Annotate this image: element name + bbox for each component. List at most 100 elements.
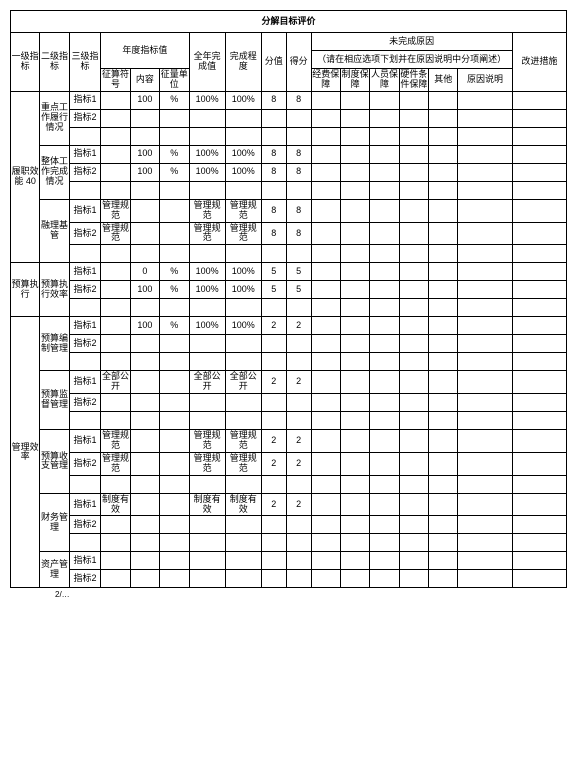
cell-b xyxy=(130,475,159,493)
cell-g: 5 xyxy=(286,263,311,281)
reason-cell xyxy=(370,245,399,263)
cell-g: 5 xyxy=(286,281,311,299)
cell-c xyxy=(160,109,189,127)
improve-cell xyxy=(512,199,566,222)
reason-cell xyxy=(370,570,399,588)
cell-b: 100 xyxy=(130,145,159,163)
reason-cell xyxy=(399,222,428,245)
reason-cell xyxy=(429,394,458,412)
reason-cell xyxy=(340,475,369,493)
cell-g xyxy=(286,109,311,127)
reason-cell xyxy=(399,570,428,588)
hdr-improve: 改进措施 xyxy=(512,33,566,92)
reason-cell xyxy=(340,452,369,475)
reason-cell xyxy=(399,475,428,493)
cell-c xyxy=(160,552,189,570)
reason-cell xyxy=(311,516,340,534)
cell-g xyxy=(286,394,311,412)
cell-g: 8 xyxy=(286,145,311,163)
reason-cell xyxy=(340,371,369,394)
cell-c xyxy=(160,516,189,534)
reason-cell xyxy=(370,394,399,412)
l3-cell xyxy=(69,245,101,263)
cell-d: 100% xyxy=(189,263,225,281)
reason-cell xyxy=(429,452,458,475)
reason-cell xyxy=(370,534,399,552)
cell-d xyxy=(189,353,225,371)
reason-cell xyxy=(458,109,512,127)
reason-cell xyxy=(399,299,428,317)
cell-b xyxy=(130,353,159,371)
cell-f xyxy=(261,516,286,534)
cell-c: % xyxy=(160,263,189,281)
cell-g: 8 xyxy=(286,91,311,109)
reason-cell xyxy=(311,127,340,145)
l3-cell xyxy=(69,299,101,317)
hdr-r-b: 制度保障 xyxy=(340,69,369,92)
cell-f xyxy=(261,181,286,199)
reason-cell xyxy=(311,353,340,371)
reason-cell xyxy=(340,430,369,453)
cell-g xyxy=(286,245,311,263)
l1-cell: 管理效率 xyxy=(11,317,40,588)
cell-b xyxy=(130,493,159,516)
cell-f xyxy=(261,475,286,493)
cell-e: 100% xyxy=(225,163,261,181)
improve-cell xyxy=(512,91,566,109)
cell-c xyxy=(160,493,189,516)
cell-e: 全部公开 xyxy=(225,371,261,394)
cell-d xyxy=(189,335,225,353)
reason-cell xyxy=(370,317,399,335)
cell-c xyxy=(160,452,189,475)
reason-cell xyxy=(458,335,512,353)
cell-d: 管理规范 xyxy=(189,222,225,245)
l3-cell xyxy=(69,534,101,552)
reason-cell xyxy=(458,281,512,299)
cell-d: 100% xyxy=(189,281,225,299)
improve-cell xyxy=(512,552,566,570)
cell-a xyxy=(101,475,130,493)
reason-cell xyxy=(311,475,340,493)
reason-cell xyxy=(340,552,369,570)
reason-cell xyxy=(340,163,369,181)
cell-b xyxy=(130,570,159,588)
cell-f xyxy=(261,570,286,588)
reason-cell xyxy=(429,245,458,263)
reason-cell xyxy=(458,552,512,570)
reason-cell xyxy=(311,552,340,570)
hdr-r-a: 经费保障 xyxy=(311,69,340,92)
cell-a xyxy=(101,245,130,263)
cell-a xyxy=(101,570,130,588)
reason-cell xyxy=(311,222,340,245)
improve-cell xyxy=(512,317,566,335)
cell-f: 8 xyxy=(261,222,286,245)
reason-cell xyxy=(429,181,458,199)
reason-cell xyxy=(340,263,369,281)
cell-c: % xyxy=(160,91,189,109)
cell-c: % xyxy=(160,163,189,181)
cell-a xyxy=(101,91,130,109)
reason-cell xyxy=(370,371,399,394)
cell-f xyxy=(261,127,286,145)
hdr-annual-complete: 全年完成值 xyxy=(189,33,225,92)
l3-cell xyxy=(69,412,101,430)
cell-e: 100% xyxy=(225,263,261,281)
cell-e xyxy=(225,245,261,263)
reason-cell xyxy=(399,493,428,516)
cell-a: 管理规范 xyxy=(101,199,130,222)
cell-b xyxy=(130,181,159,199)
cell-f: 8 xyxy=(261,91,286,109)
cell-f xyxy=(261,335,286,353)
cell-f: 2 xyxy=(261,371,286,394)
cell-e: 管理规范 xyxy=(225,222,261,245)
cell-b xyxy=(130,127,159,145)
reason-cell xyxy=(370,452,399,475)
cell-d xyxy=(189,534,225,552)
cell-b xyxy=(130,245,159,263)
cell-g xyxy=(286,335,311,353)
reason-cell xyxy=(429,516,458,534)
reason-cell xyxy=(429,91,458,109)
reason-cell xyxy=(458,91,512,109)
l3-cell: 指标2 xyxy=(69,222,101,245)
reason-cell xyxy=(458,163,512,181)
